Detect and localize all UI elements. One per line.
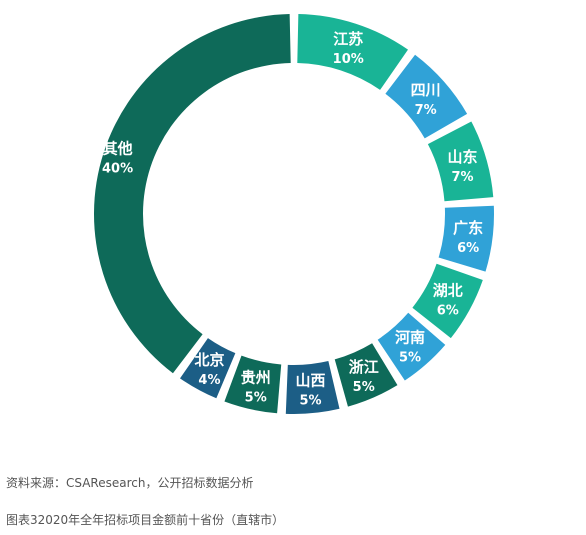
source-note: 资料来源：CSAResearch，公开招标数据分析 <box>6 476 254 490</box>
slice-label-value-5: 5% <box>399 351 421 366</box>
slice-label-value-10: 40% <box>102 162 133 177</box>
slice-1 <box>385 54 468 139</box>
slice-10 <box>93 14 291 374</box>
slice-4 <box>412 263 483 339</box>
figure-title: 图表32020年全年招标项目金额前十省份（直辖市） <box>6 513 285 527</box>
slice-label-category-9: 北京 <box>194 351 224 369</box>
slice-3 <box>438 205 494 272</box>
slice-label-category-0: 江苏 <box>333 30 363 48</box>
slice-labels: 江苏 10% 四川 7% 山东 7% 广东 6% 湖北 6% 河南 5% 浙江 5% 山西 5% 贵州 5% 北京 4… <box>102 30 483 409</box>
slice-5 <box>377 312 446 381</box>
slice-7 <box>285 361 340 414</box>
slice-8 <box>224 355 282 414</box>
donut-chart: 江苏 10% 四川 7% 山东 7% 广东 6% 湖北 6% 河南 5% 浙江 5% 山西 5% 贵州 5% 北京 4… <box>93 14 494 414</box>
slice-label-category-10: 其他 <box>103 140 133 158</box>
slice-label-value-3: 6% <box>457 241 479 256</box>
slice-label-value-4: 6% <box>437 304 459 319</box>
slice-0 <box>297 14 408 90</box>
slice-label-value-6: 5% <box>353 380 375 395</box>
slice-label-category-4: 湖北 <box>433 282 463 300</box>
slice-label-value-9: 4% <box>198 373 220 388</box>
slice-label-value-1: 7% <box>415 103 437 118</box>
donut-slices <box>93 14 494 414</box>
slice-label-category-3: 广东 <box>453 219 483 237</box>
slice-label-value-0: 10% <box>333 52 364 67</box>
slice-label-category-2: 山东 <box>448 148 478 166</box>
slice-label-category-5: 河南 <box>395 329 425 347</box>
slice-label-category-7: 山西 <box>296 372 326 390</box>
slice-label-category-8: 贵州 <box>241 368 271 386</box>
slice-label-category-1: 四川 <box>411 81 441 99</box>
slice-label-value-2: 7% <box>451 170 473 185</box>
slice-label-value-7: 5% <box>299 394 321 409</box>
slice-9 <box>180 338 236 399</box>
slice-label-category-6: 浙江 <box>349 358 379 376</box>
slice-6 <box>334 343 398 407</box>
slice-2 <box>427 121 494 202</box>
slice-label-value-8: 5% <box>245 390 267 405</box>
